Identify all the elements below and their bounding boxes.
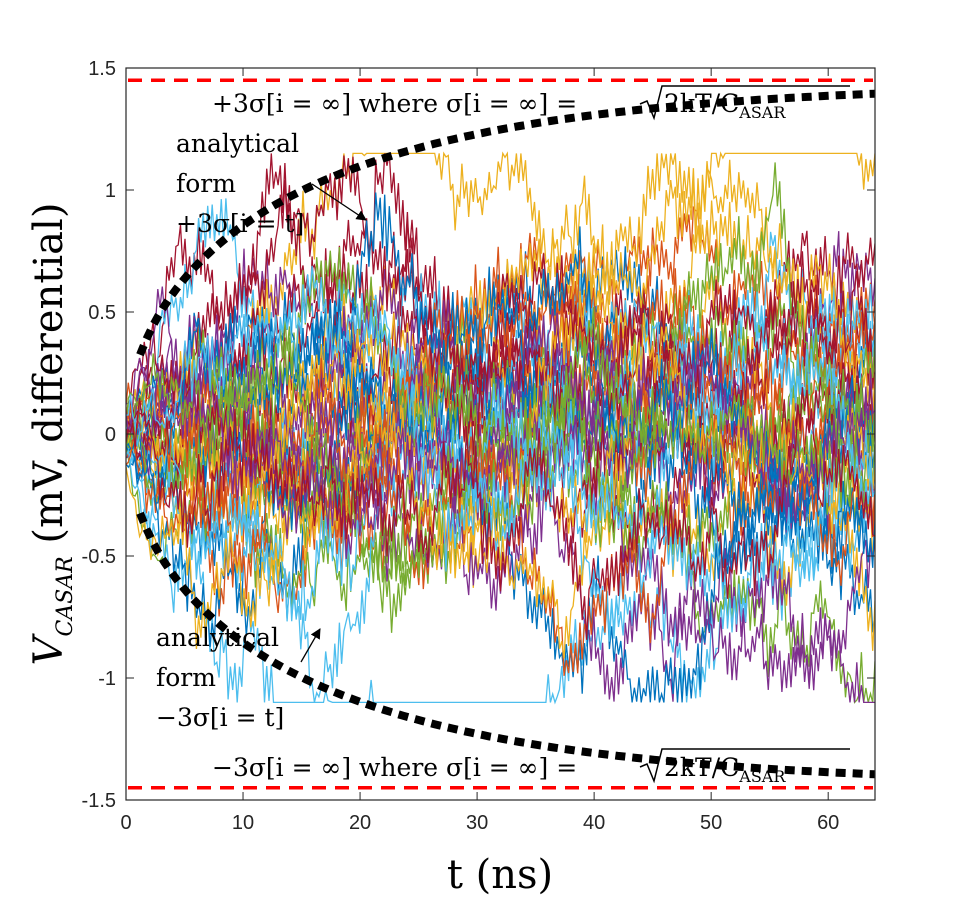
annotation-upper-left-line1: analytical: [176, 129, 299, 158]
annotation-top-sub: ASAR: [738, 103, 786, 122]
annotation-lower-arrow: [300, 628, 321, 663]
svg-text:+3σ[i = ∞] where σ[i = ∞] =: +3σ[i = ∞] where σ[i = ∞] =: [212, 89, 577, 118]
monte-carlo-trace: [126, 286, 875, 560]
y-axis-label-rest: (mV, differential): [26, 203, 72, 557]
x-axis-ticks: 0 10 20 30 40 50 60: [120, 68, 839, 834]
svg-text:2kT/CASAR: 2kT/CASAR: [664, 89, 786, 122]
y-tick-label: -1: [98, 668, 116, 690]
x-tick-label: 0: [120, 812, 131, 834]
monte-carlo-trace: [126, 430, 875, 705]
upper-analytical-envelope: [136, 89, 876, 357]
annotation-top: +3σ[i = ∞] where σ[i = ∞] = 2kT/CASAR: [212, 85, 850, 122]
x-axis-label: t (ns): [447, 852, 553, 898]
annotation-upper-left-line3: +3σ[i = t]: [176, 209, 304, 238]
analytical-envelope-group: [136, 89, 876, 779]
y-tick-label: 1.5: [88, 58, 116, 80]
monte-carlo-trace: [126, 153, 875, 446]
monte-carlo-traces: [126, 151, 875, 705]
svg-text:VCASAR (mV, differential): VCASAR (mV, differential): [26, 203, 78, 666]
monte-carlo-trace: [126, 312, 875, 659]
x-tick-label: 30: [466, 812, 488, 834]
x-tick-label: 10: [232, 812, 254, 834]
sqrt-sign-bottom: [639, 748, 850, 784]
annotation-top-text: +3σ[i = ∞] where σ[i = ∞] =: [212, 89, 577, 118]
annotation-lower-left-line1: analytical: [156, 623, 279, 652]
annotation-lower-left: analytical form −3σ[i = t]: [156, 623, 321, 732]
monte-carlo-trace: [126, 155, 875, 477]
annotation-bottom: −3σ[i = ∞] where σ[i = ∞] = 2kT/CASAR: [212, 748, 850, 786]
annotation-bottom-sub: ASAR: [738, 767, 786, 786]
y-axis-ticks: -1.5 -1 -0.5 0 0.5 1 1.5: [82, 58, 875, 812]
monte-carlo-trace: [126, 265, 875, 629]
annotation-upper-arrow: [311, 183, 367, 221]
x-tick-label: 60: [817, 812, 839, 834]
x-tick-label: 20: [349, 812, 371, 834]
annotation-upper-left-line2: form: [176, 169, 236, 198]
monte-carlo-trace: [126, 300, 875, 541]
x-tick-label: 50: [700, 812, 722, 834]
y-tick-label: -0.5: [82, 546, 116, 568]
annotation-bottom-text: −3σ[i = ∞] where σ[i = ∞] =: [212, 753, 577, 782]
y-tick-label: 1: [105, 180, 116, 202]
sqrt-sign-top: [639, 85, 850, 121]
y-tick-label: 0: [105, 424, 116, 446]
y-tick-label: -1.5: [82, 790, 116, 812]
x-tick-label: 40: [583, 812, 605, 834]
lower-analytical-envelope: [136, 511, 876, 779]
y-axis-label: VCASAR (mV, differential): [26, 203, 78, 666]
annotation-top-radicand: 2kT/C: [664, 89, 739, 118]
monte-carlo-trace: [126, 387, 875, 640]
svg-text:−3σ[i = ∞] where σ[i = ∞] =: −3σ[i = ∞] where σ[i = ∞] =: [212, 753, 577, 782]
y-tick-label: 0.5: [88, 302, 116, 324]
sigma-infinity-limits: [128, 78, 873, 790]
annotation-upper-left: analytical form +3σ[i = t]: [176, 129, 367, 238]
annotation-lower-left-line3: −3σ[i = t]: [156, 703, 284, 732]
annotation-bottom-radicand: 2kT/C: [664, 753, 739, 782]
monte-carlo-trace: [126, 192, 875, 574]
y-axis-label-sub: CASAR: [53, 556, 78, 636]
monte-carlo-trace: [126, 343, 875, 684]
monte-carlo-trace: [126, 246, 875, 541]
monte-carlo-trace: [126, 153, 875, 464]
monte-carlo-trace: [126, 151, 875, 471]
svg-text:2kT/CASAR: 2kT/CASAR: [664, 753, 786, 786]
y-axis-label-main: V: [26, 632, 72, 665]
annotation-lower-left-line2: form: [156, 663, 216, 692]
